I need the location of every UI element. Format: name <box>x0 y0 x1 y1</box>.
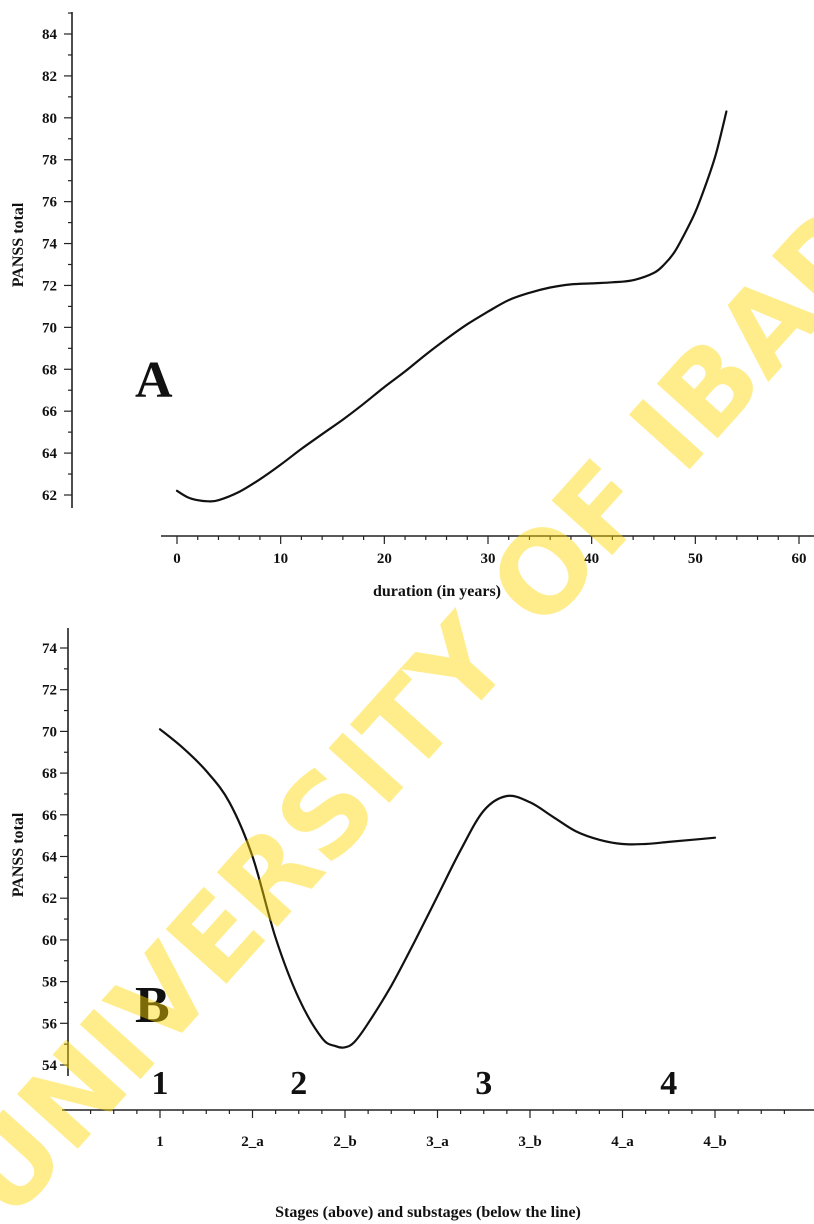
b-y-tick-label: 72 <box>42 683 57 699</box>
b-stage-label: 3 <box>475 1065 492 1102</box>
b-x-tick-label: 4_b <box>703 1134 726 1150</box>
b-y-tick-label: 56 <box>42 1016 58 1032</box>
panel-a-chart: 62 64 66 68 70 72 74 76 78 80 82 84 0 10 20 30 40 50 60 dur… <box>10 12 814 600</box>
a-y-tick-label: 78 <box>42 153 57 169</box>
a-x-tick-label: 40 <box>584 551 599 567</box>
b-y-tick-label: 64 <box>42 850 58 866</box>
a-x-axis-label: duration (in years) <box>373 583 501 600</box>
b-y-tick-label: 74 <box>42 641 58 657</box>
a-series-line <box>175 110 728 503</box>
a-y-tick-label: 72 <box>42 278 57 294</box>
b-x-tick-label: 1 <box>156 1134 164 1150</box>
a-panel-letter: A <box>135 352 173 409</box>
a-y-tick-label: 84 <box>42 27 58 43</box>
b-y-tick-label: 54 <box>42 1058 58 1074</box>
b-x-tick-label: 2_b <box>333 1134 356 1150</box>
a-y-tick-label: 76 <box>42 195 58 211</box>
a-y-tick-label: 82 <box>42 69 57 85</box>
b-y-tick-label: 70 <box>42 724 57 740</box>
b-y-axis-label: PANSS total <box>10 812 27 897</box>
b-x-tick-label: 3_b <box>518 1134 541 1150</box>
a-y-tick-label: 64 <box>42 446 58 462</box>
b-x-tick-label: 3_a <box>426 1134 449 1150</box>
a-x-tick-label: 20 <box>377 551 392 567</box>
b-x-axis-label: Stages (above) and substages (below the … <box>275 1204 581 1221</box>
b-series-line <box>158 728 717 1049</box>
b-y-tick-label: 66 <box>42 808 58 824</box>
a-y-tick-label: 74 <box>42 237 58 253</box>
a-y-tick-label: 62 <box>42 488 57 504</box>
a-x-tick-label: 30 <box>481 551 496 567</box>
b-y-tick-label: 62 <box>42 891 57 907</box>
b-stage-label: 1 <box>152 1065 169 1102</box>
a-y-tick-label: 80 <box>42 111 57 127</box>
b-stage-label: 4 <box>660 1065 677 1102</box>
a-x-tick-label: 50 <box>688 551 703 567</box>
b-panel-letter: B <box>135 977 170 1034</box>
b-y-tick-label: 68 <box>42 766 57 782</box>
b-x-tick-label: 4_a <box>611 1134 634 1150</box>
b-y-tick-label: 58 <box>42 975 57 991</box>
a-y-tick-label: 70 <box>42 320 57 336</box>
a-x-tick-label: 60 <box>792 551 807 567</box>
b-stage-label: 2 <box>290 1065 307 1102</box>
a-y-tick-label: 66 <box>42 404 58 420</box>
b-x-tick-label: 2_a <box>241 1134 264 1150</box>
a-y-tick-label: 68 <box>42 362 57 378</box>
a-x-tick-label: 0 <box>173 551 181 567</box>
b-y-tick-label: 60 <box>42 933 57 949</box>
panel-b-chart: 54 56 58 60 62 64 66 68 70 72 74 1 2_a 2_b 3_a 3_b 4_a 4_… <box>10 628 814 1221</box>
a-x-tick-label: 10 <box>273 551 288 567</box>
a-y-axis-label: PANSS total <box>10 202 27 287</box>
